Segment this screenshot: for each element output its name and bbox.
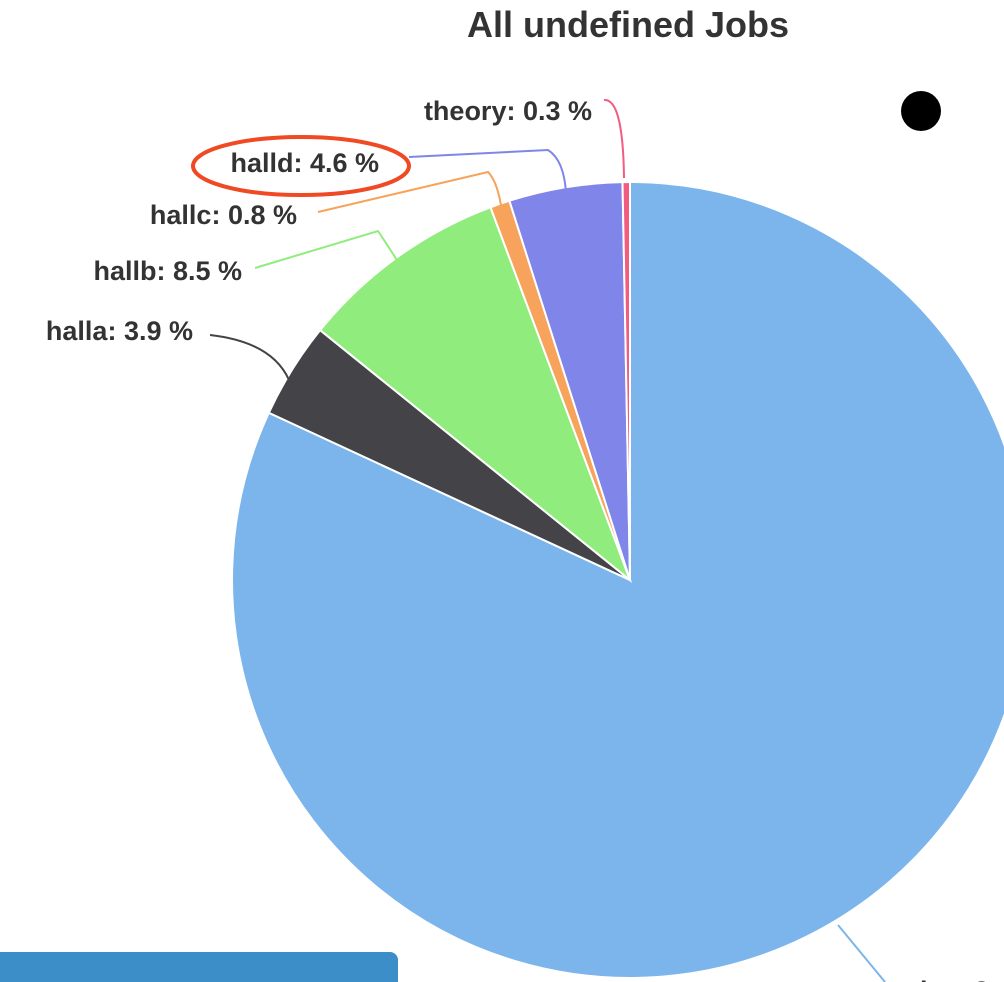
slice-label-hallc: hallc: 0.8 %	[150, 200, 297, 230]
leader-line-halla	[209, 334, 290, 381]
slice-label-hallb: hallb: 8.5 %	[93, 256, 242, 286]
bullet-dot	[901, 91, 941, 131]
chart-title: All undefined Jobs	[467, 4, 789, 45]
leader-line-halld	[408, 148, 567, 194]
slice-label-halla: halla: 3.9 %	[46, 316, 193, 346]
leader-line-hallb	[254, 229, 399, 269]
highlight-ring-halld	[191, 135, 411, 197]
leader-line-theory	[603, 99, 625, 179]
pie-slice-theory[interactable]	[621, 180, 631, 581]
leader-line-clas	[837, 924, 886, 982]
bottom-bar	[0, 952, 398, 982]
slice-label-theory: theory: 0.3 %	[424, 96, 592, 126]
slice-label-halld: halld: 4.6 %	[230, 148, 379, 178]
slice-labels: clas: 8 halla: 3.9 % hallb: 8.5 % hallc: 0.…	[46, 96, 989, 982]
leader-line-hallc	[317, 170, 503, 213]
pie-slice-clas[interactable]	[231, 180, 1004, 979]
slice-label-clas: clas: 8	[905, 976, 989, 982]
leader-lines	[209, 99, 886, 982]
pie-slices	[231, 180, 1004, 979]
pie-slice-hallb[interactable]	[318, 205, 633, 584]
